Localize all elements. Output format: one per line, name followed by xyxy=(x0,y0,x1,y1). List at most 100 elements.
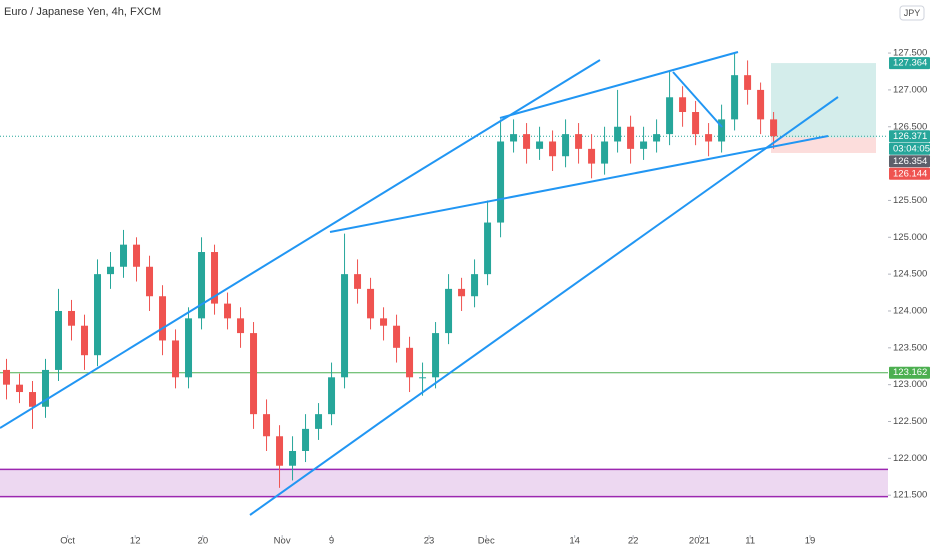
candle-body xyxy=(328,377,336,415)
chart-title: Euro / Japanese Yen, 4h, FXCM xyxy=(4,6,161,18)
candle-body xyxy=(276,436,284,466)
candle-body xyxy=(744,75,752,90)
candle-body xyxy=(731,75,739,120)
price-label: 126.371 xyxy=(893,131,927,142)
trendline xyxy=(672,71,723,128)
price-label-box xyxy=(889,366,930,379)
candle-body xyxy=(393,325,401,348)
candle-body xyxy=(588,148,596,164)
candle-body xyxy=(198,252,206,319)
trendline xyxy=(0,59,601,429)
candle-body xyxy=(614,126,622,142)
candle-body xyxy=(549,141,557,157)
candle-body xyxy=(315,414,323,429)
candle-body xyxy=(354,274,362,289)
candle-body xyxy=(107,266,115,275)
candle-body xyxy=(770,119,778,137)
candle-body xyxy=(458,288,466,297)
price-label-box xyxy=(889,130,930,143)
candle-body xyxy=(653,134,661,142)
target-zone xyxy=(771,63,876,138)
y-tick-label: 124.000 xyxy=(893,305,927,316)
candle-body xyxy=(679,97,687,113)
candle-body xyxy=(211,252,219,304)
y-tick-label: 123.000 xyxy=(893,379,927,390)
price-label: 126.354 xyxy=(893,156,927,167)
currency-label[interactable]: JPY xyxy=(904,8,921,18)
currency-button[interactable] xyxy=(899,5,925,21)
trendline xyxy=(499,51,739,119)
candle-body xyxy=(601,141,609,164)
candle-body xyxy=(224,303,232,319)
y-tick-label: 121.500 xyxy=(893,490,927,501)
price-label-box xyxy=(889,155,930,168)
price-label-box xyxy=(889,57,930,70)
x-tick-label: Nov xyxy=(274,536,291,547)
price-label: 126.144 xyxy=(893,168,927,179)
candle-body xyxy=(640,141,648,149)
x-tick-label: 2021 xyxy=(689,536,710,547)
candle-body xyxy=(3,369,11,385)
y-tick-label: 125.500 xyxy=(893,195,927,206)
candle-body xyxy=(55,310,63,370)
candles xyxy=(3,53,778,488)
countdown: 03:04:05 xyxy=(893,143,930,154)
candle-body xyxy=(692,112,700,135)
x-tick-label: 20 xyxy=(198,536,209,547)
x-tick-label: Oct xyxy=(60,536,75,547)
candle-body xyxy=(419,377,427,379)
zone xyxy=(0,469,888,497)
candle-body xyxy=(718,119,726,142)
trendline xyxy=(329,135,829,233)
candle-body xyxy=(94,274,102,356)
candle-body xyxy=(341,274,349,378)
candle-body xyxy=(120,244,128,267)
candle-body xyxy=(185,318,193,378)
y-tick-label: 127.500 xyxy=(893,48,927,59)
candle-body xyxy=(497,141,505,223)
candle-body xyxy=(237,318,245,334)
x-tick-label: 11 xyxy=(745,536,755,547)
candle-body xyxy=(432,333,440,378)
candle-body xyxy=(627,126,635,149)
y-tick-label: 124.500 xyxy=(893,269,927,280)
candle-body xyxy=(380,318,388,326)
candle-body xyxy=(250,333,258,415)
candle-body xyxy=(406,347,414,378)
candle-body xyxy=(705,134,713,142)
y-tick-label: 127.000 xyxy=(893,84,927,95)
candle-body xyxy=(562,134,570,157)
axes: 121.500 122.000 122.500 123.000 123.500 124.0… xyxy=(60,48,930,547)
candle-body xyxy=(133,244,141,267)
x-tick-label: 12 xyxy=(130,536,141,547)
price-label: 127.364 xyxy=(893,58,927,69)
x-tick-label: 9 xyxy=(329,536,334,547)
candle-body xyxy=(81,325,89,356)
trendlines xyxy=(0,51,839,516)
candle-body xyxy=(68,310,76,326)
y-tick-label: 125.000 xyxy=(893,232,927,243)
candle-body xyxy=(445,288,453,334)
x-tick-label: Dec xyxy=(478,536,495,547)
price-label: 123.162 xyxy=(893,367,927,378)
back-layer xyxy=(0,63,888,498)
x-tick-label: 14 xyxy=(569,536,580,547)
x-tick-label: 22 xyxy=(628,536,639,547)
countdown-box xyxy=(889,142,930,155)
candle-body xyxy=(575,134,583,149)
price-label-box xyxy=(889,167,930,180)
candle-body xyxy=(159,296,167,341)
y-tick-label: 122.500 xyxy=(893,416,927,427)
y-tick-label: 123.500 xyxy=(893,342,927,353)
candle-body xyxy=(42,369,50,407)
candle-body xyxy=(510,134,518,142)
stop-zone xyxy=(771,137,876,153)
y-tick-label: 122.000 xyxy=(893,453,927,464)
candle-body xyxy=(172,340,180,378)
candle-body xyxy=(16,384,24,393)
candle-body xyxy=(263,414,271,437)
candle-body xyxy=(29,392,37,407)
